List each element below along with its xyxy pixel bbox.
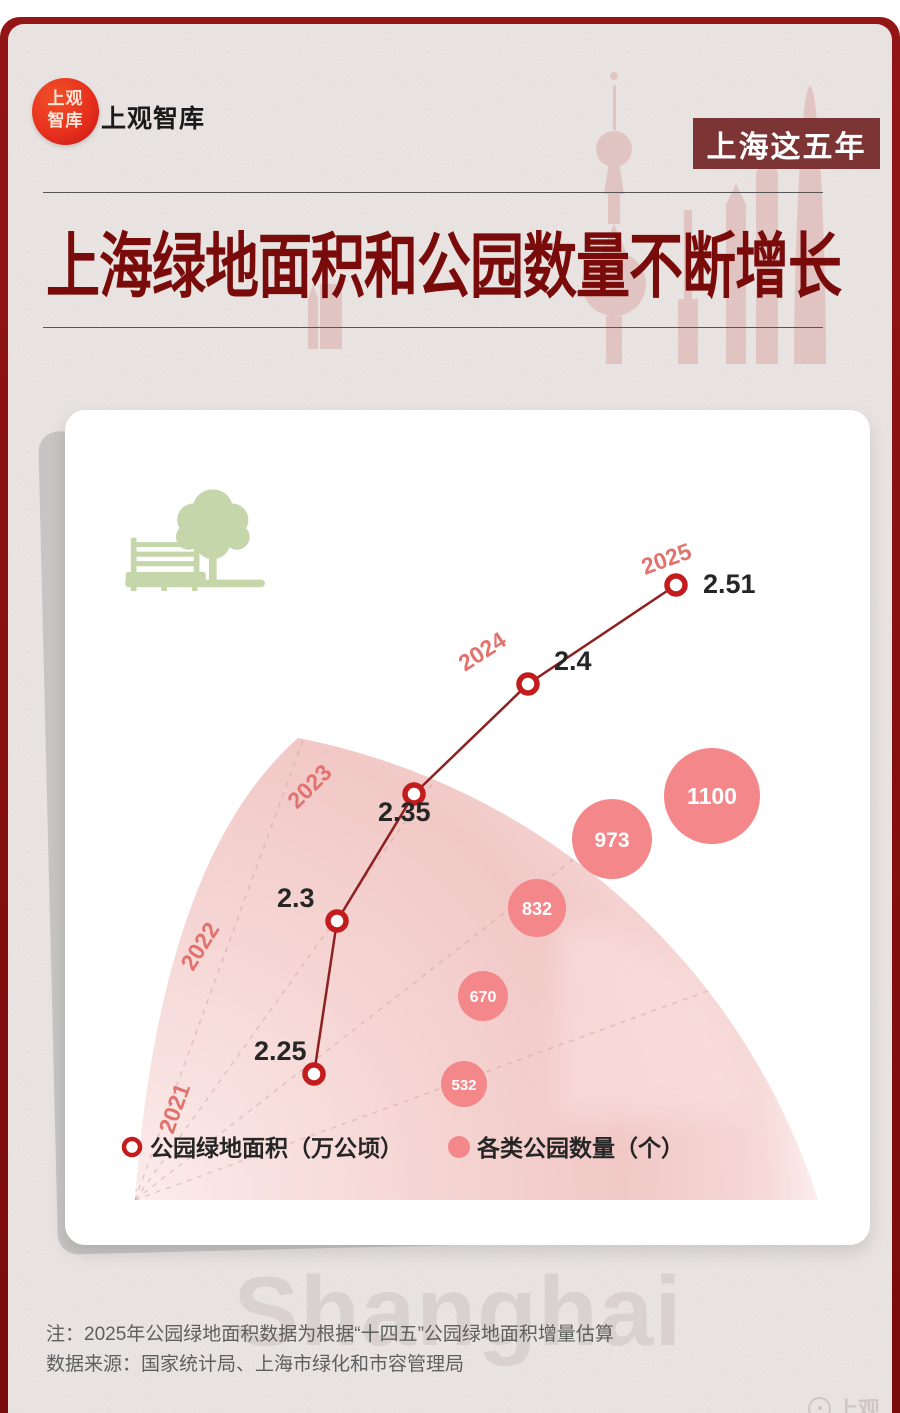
svg-text:2024: 2024 — [454, 626, 511, 676]
svg-text:832: 832 — [522, 899, 552, 919]
svg-text:2025: 2025 — [638, 538, 695, 580]
svg-text:1100: 1100 — [687, 783, 737, 809]
svg-text:2.51: 2.51 — [703, 569, 756, 599]
svg-text:670: 670 — [470, 989, 497, 1006]
svg-text:2.35: 2.35 — [378, 797, 431, 827]
svg-text:各类公园数量（个）: 各类公园数量（个） — [476, 1135, 684, 1161]
svg-text:公园绿地面积（万公顷）: 公园绿地面积（万公顷） — [150, 1135, 403, 1161]
svg-text:973: 973 — [594, 829, 629, 852]
svg-text:2.25: 2.25 — [254, 1036, 307, 1066]
svg-text:532: 532 — [451, 1077, 476, 1094]
svg-text:2.3: 2.3 — [277, 883, 315, 913]
svg-text:2.4: 2.4 — [554, 646, 592, 676]
